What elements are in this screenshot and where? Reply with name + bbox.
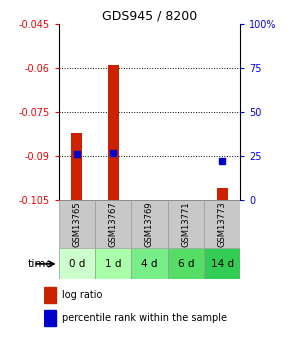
Bar [108, 65, 119, 200]
Bar [95, 248, 131, 279]
Text: GSM13765: GSM13765 [72, 201, 81, 247]
Bar [131, 248, 168, 279]
Bar [168, 200, 204, 248]
Text: log ratio: log ratio [62, 290, 102, 300]
Bar [44, 287, 56, 303]
Text: 1 d: 1 d [105, 259, 121, 269]
Text: GSM13769: GSM13769 [145, 201, 154, 247]
Text: 4 d: 4 d [141, 259, 158, 269]
Title: GDS945 / 8200: GDS945 / 8200 [102, 10, 197, 23]
Bar [217, 188, 228, 200]
Text: time: time [28, 259, 53, 269]
Bar [59, 200, 95, 248]
Bar [59, 248, 95, 279]
Bar [44, 310, 56, 326]
Bar [168, 248, 204, 279]
Bar [71, 133, 82, 200]
Bar [131, 200, 168, 248]
Bar [204, 248, 240, 279]
Text: 14 d: 14 d [211, 259, 234, 269]
Bar [204, 200, 240, 248]
Text: percentile rank within the sample: percentile rank within the sample [62, 313, 226, 323]
Text: 0 d: 0 d [69, 259, 85, 269]
Text: 6 d: 6 d [178, 259, 194, 269]
Text: GSM13767: GSM13767 [109, 201, 117, 247]
Text: GSM13771: GSM13771 [181, 201, 190, 247]
Bar [95, 200, 131, 248]
Text: GSM13773: GSM13773 [218, 201, 226, 247]
